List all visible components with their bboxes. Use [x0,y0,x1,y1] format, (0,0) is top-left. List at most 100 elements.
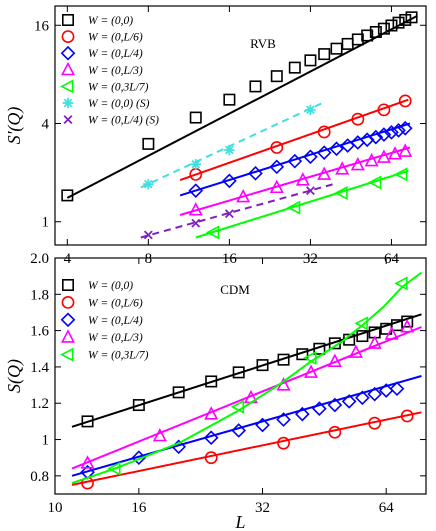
legend-label: W = (0,L/4) [88,315,143,327]
series-w-0-l-3 [71,319,422,470]
data-point [270,70,283,83]
x-tick-label: 8 [145,251,153,267]
fit-line [179,98,409,182]
x-tick-label: 4 [64,251,72,267]
axis-ticks: 10 16 32 64 0.8 1 1.2 1.4 1.6 1.8 2.0 [30,251,426,516]
data-point [397,120,413,136]
legend-marker [60,329,76,343]
series-w-0-l-4-s [140,182,337,240]
legend-label: W = (0,0) (S) [88,98,150,110]
data-point [329,141,344,157]
fit-line [179,146,411,216]
data-point [376,149,391,163]
data-point [334,185,348,201]
data-point [399,13,412,26]
fit-line [179,122,411,197]
data-point [190,159,201,170]
data-point [269,159,285,175]
data-point [304,54,317,67]
series-w-0-0-s [140,101,325,190]
series-w-0-3l-7 [71,271,423,485]
data-point [341,37,354,50]
data-point [80,455,95,469]
x-tick-label: 16 [222,251,238,267]
y-tick-label: 1.8 [30,287,49,303]
data-point [305,186,315,196]
data-point [317,166,332,180]
series-w-0-3l-7 [195,167,409,240]
fit-line [140,101,325,189]
data-point [361,29,374,42]
data-point [142,137,155,150]
data-point [286,200,301,215]
x-tick-label: 32 [255,500,270,516]
bottom-panel: 10 16 32 640.811.21.41.61.82.0W = (0,0)W = … [4,251,427,531]
data-point [231,423,247,438]
data-point [224,144,235,156]
data-point [401,315,414,328]
data-point [188,202,203,216]
data-point [305,104,316,116]
fit-line [71,411,422,486]
data-point [189,111,202,124]
data-point [131,450,147,466]
data-point [377,103,391,117]
legend-marker [60,61,76,76]
data-point [295,406,310,422]
data-point [316,145,332,161]
data-point [367,335,382,349]
data-point [204,451,218,465]
data-point [249,80,262,93]
fit-line [195,169,409,239]
data-point [398,143,413,157]
data-point [391,123,406,138]
legend-label: W = (0,0) [88,280,133,292]
x-tick-label: 16 [131,500,147,516]
data-point [287,153,303,169]
data-point [296,348,309,361]
series-w-0-0 [61,11,418,202]
data-point [312,401,327,417]
legend-marker [61,14,74,26]
y-axis-label: S(Q) [4,359,25,393]
data-point [394,276,408,291]
data-point [400,319,415,333]
top-panel: 4 8 16 32 64 1 4 16 W = (0,0) W = (0,L/6) W = (0,L… [4,5,427,267]
fit-line [140,182,337,239]
data-point [143,178,154,190]
legend-marker [61,278,74,291]
data-point [327,353,342,367]
data-point [269,179,284,194]
x-tick-label: 64 [379,500,395,516]
series-w-0-l-6 [71,409,422,490]
y-tick-label: 4 [42,116,50,132]
series-w-0-l-4 [71,375,422,480]
data-point [204,406,219,420]
data-point [236,188,251,203]
data-point [356,330,369,343]
data-point [368,129,384,145]
data-point [341,394,357,409]
fit-line [71,313,422,428]
data-point [304,364,319,378]
fit-line [66,14,418,199]
data-point [405,11,418,24]
data-point [143,230,153,240]
data-point [248,165,263,181]
data-point [377,22,390,35]
data-point [398,94,412,108]
data-point [61,189,74,202]
data-point [388,146,403,160]
legend-marker [60,45,76,61]
data-point [303,350,317,365]
data-point [295,172,310,186]
data-point [205,375,218,388]
series-w-0-l-3 [179,143,413,216]
legend-marker [62,97,74,109]
panel-annotation: RVB [250,36,276,51]
data-point [205,225,220,240]
data-point [384,326,399,340]
data-point [384,125,399,140]
data-point [313,342,326,355]
legend-marker [60,79,74,94]
